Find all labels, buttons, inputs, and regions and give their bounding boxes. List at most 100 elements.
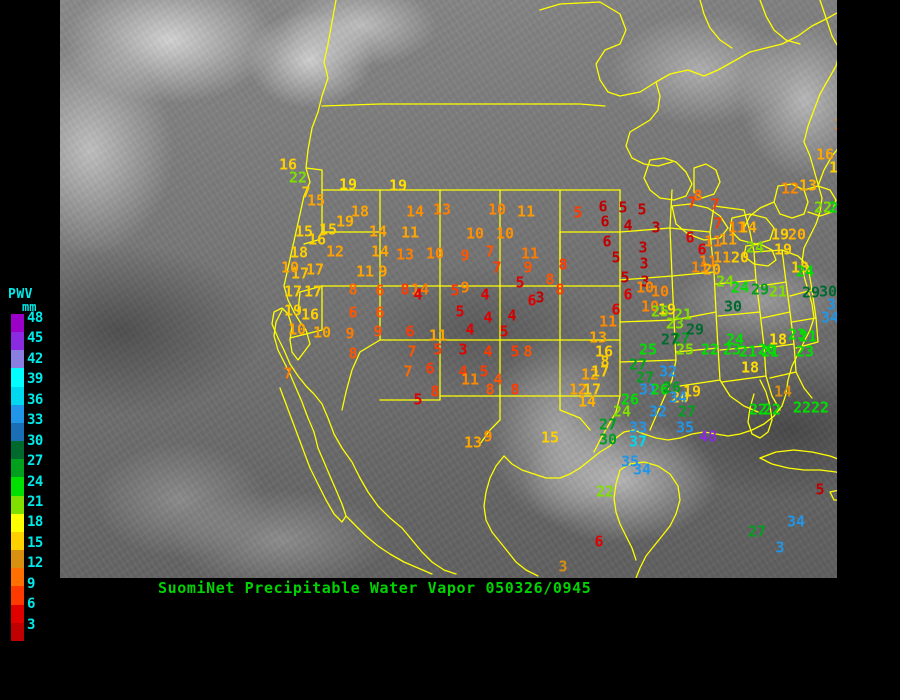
station-pwv-value: 19 bbox=[773, 240, 793, 259]
station-pwv-value: 12 bbox=[325, 242, 345, 261]
station-pwv-value: 21 bbox=[768, 282, 788, 301]
station-pwv-value: 11 bbox=[355, 262, 375, 281]
station-pwv-value: 7 bbox=[687, 193, 697, 212]
station-pwv-value: 9 bbox=[373, 322, 383, 341]
station-pwv-value: 6 bbox=[685, 228, 695, 247]
station-pwv-value: 20 bbox=[787, 225, 807, 244]
station-pwv-value: 13 bbox=[828, 158, 837, 177]
station-pwv-value: 16 bbox=[815, 145, 835, 164]
station-pwv-value: 15 bbox=[306, 191, 326, 210]
colorbar-swatch bbox=[11, 604, 24, 623]
station-pwv-value: 32 bbox=[648, 402, 668, 421]
station-pwv-value: 27 bbox=[677, 402, 697, 421]
colorbar-swatch bbox=[11, 314, 24, 333]
station-pwv-value: 3 bbox=[639, 254, 649, 273]
station-pwv-value: 32 bbox=[658, 362, 678, 381]
station-pwv-value: 30 bbox=[598, 430, 618, 449]
station-pwv-value: 21 bbox=[673, 305, 693, 324]
station-pwv-value: 14 bbox=[370, 242, 390, 261]
station-pwv-value: 8 bbox=[430, 382, 440, 401]
colorbar-tick-label: 48 bbox=[27, 310, 43, 326]
station-pwv-value: 6 bbox=[375, 281, 385, 300]
station-pwv-value: 14 bbox=[405, 202, 425, 221]
station-pwv-value: 8 bbox=[545, 270, 555, 289]
station-pwv-value: 11 bbox=[698, 252, 718, 271]
station-pwv-value: 10 bbox=[640, 297, 660, 316]
colorbar-tick-label: 18 bbox=[27, 514, 43, 531]
station-pwv-value: 26 bbox=[620, 390, 640, 409]
colorbar-tick-label: 45 bbox=[27, 330, 43, 347]
station-pwv-value: 6 bbox=[600, 212, 610, 231]
ir-shading-layer bbox=[60, 0, 837, 578]
station-pwv-value: 8 bbox=[600, 352, 610, 371]
station-pwv-value: 14 bbox=[368, 222, 388, 241]
station-pwv-value: 26 bbox=[662, 378, 682, 397]
station-pwv-value: 27 bbox=[635, 368, 655, 387]
station-pwv-value: 13 bbox=[588, 328, 608, 347]
colorbar-tick-labels: 48 45 42 39 36 33 30 27 24 21 18 15 12 9 6 3 bbox=[27, 310, 61, 640]
station-pwv-value: 8 bbox=[348, 280, 358, 299]
station-pwv-value: 22 bbox=[748, 400, 768, 419]
station-pwv-value: 11 bbox=[520, 244, 540, 263]
station-pwv-value: 11 bbox=[727, 218, 747, 237]
station-pwv-value: 13 bbox=[432, 200, 452, 219]
station-pwv-value: 16 bbox=[307, 230, 327, 249]
colorbar-swatch bbox=[11, 350, 24, 369]
station-pwv-value: 36 bbox=[836, 420, 837, 436]
station-pwv-value: 19 bbox=[338, 175, 358, 194]
station-pwv-value: 15 bbox=[834, 117, 837, 133]
station-pwv-value: 19 bbox=[335, 212, 355, 231]
station-pwv-value: 10 bbox=[487, 200, 507, 219]
station-pwv-value: 8 bbox=[510, 380, 520, 399]
station-pwv-value: 19 bbox=[283, 301, 303, 320]
station-pwv-value: 6 bbox=[611, 300, 621, 319]
station-pwv-value: 20 bbox=[730, 248, 750, 267]
station-pwv-value: 11 bbox=[428, 326, 448, 345]
station-pwv-value: 30 bbox=[818, 282, 837, 301]
map-coastlines-overlay bbox=[271, 0, 837, 578]
station-pwv-value: 3 bbox=[775, 538, 785, 557]
station-pwv-value: 7 bbox=[301, 183, 311, 202]
station-pwv-value: 14 bbox=[773, 382, 793, 401]
station-pwv-value: 20 bbox=[702, 260, 722, 279]
station-pwv-value: 3 bbox=[458, 340, 468, 359]
station-pwv-value: 22 bbox=[762, 400, 782, 419]
station-pwv-value: 8 bbox=[523, 342, 533, 361]
station-pwv-value: 5 bbox=[413, 390, 423, 409]
station-pwv-value: 6 bbox=[405, 322, 415, 341]
station-pwv-value: 9 bbox=[378, 262, 388, 281]
station-pwv-value: 8 bbox=[485, 380, 495, 399]
station-pwv-value: 48 bbox=[698, 427, 718, 446]
station-pwv-value: 35 bbox=[675, 418, 695, 437]
station-pwv-value: 8 bbox=[400, 280, 410, 299]
station-pwv-value: 11 bbox=[460, 370, 480, 389]
colorbar-tick-label: 21 bbox=[27, 493, 43, 510]
station-pwv-value: 19 bbox=[770, 225, 790, 244]
station-pwv-value: 20 bbox=[757, 340, 777, 359]
station-pwv-value: 31 bbox=[638, 380, 658, 399]
station-pwv-value: 14 bbox=[410, 280, 430, 299]
station-pwv-value: 4 bbox=[483, 308, 493, 327]
station-pwv-value: 17 bbox=[582, 380, 602, 399]
station-pwv-value: 3 bbox=[535, 288, 545, 307]
colorbar-swatch bbox=[11, 422, 24, 442]
station-pwv-value: 26 bbox=[650, 380, 670, 399]
station-pwv-value: 19 bbox=[682, 382, 702, 401]
station-pwv-value: 10 bbox=[465, 224, 485, 243]
station-pwv-value: 3 bbox=[558, 557, 568, 576]
station-pwv-value: 25 bbox=[650, 302, 670, 321]
station-pwv-value: 34 bbox=[632, 460, 652, 479]
station-pwv-value: 6 bbox=[527, 291, 537, 310]
station-pwv-value: 14 bbox=[577, 392, 597, 411]
station-pwv-value: 20 bbox=[670, 388, 690, 407]
station-pwv-value: 18 bbox=[790, 258, 810, 277]
station-pwv-value: 29 bbox=[801, 283, 821, 302]
station-pwv-value: 22 bbox=[792, 398, 812, 417]
station-pwv-value: 17 bbox=[283, 282, 303, 301]
station-pwv-value: 5 bbox=[573, 203, 583, 222]
station-pwv-value: 22 bbox=[288, 168, 308, 187]
station-pwv-value: 22 bbox=[813, 198, 833, 217]
station-pwv-value: 4 bbox=[480, 285, 490, 304]
colorbar-unit: mm bbox=[22, 300, 37, 314]
colorbar-swatch bbox=[11, 586, 24, 605]
